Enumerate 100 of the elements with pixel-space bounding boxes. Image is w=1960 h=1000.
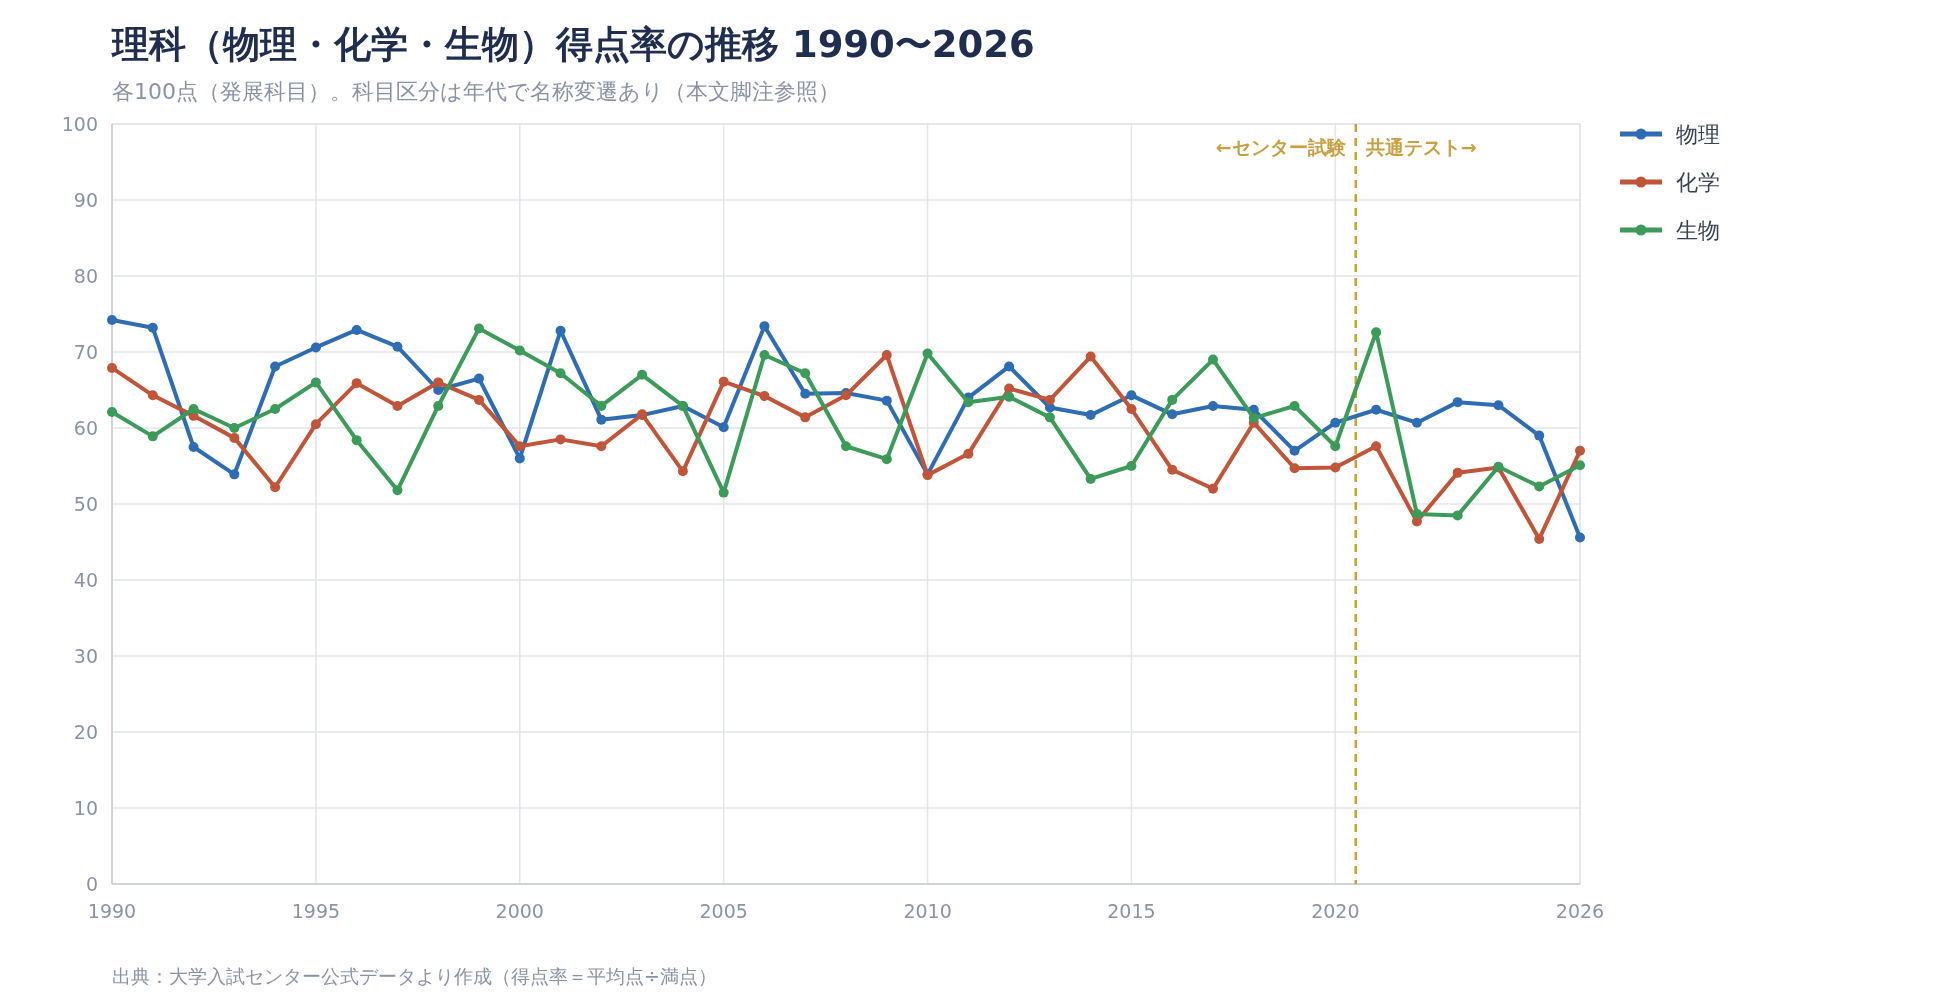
point [759, 391, 770, 402]
point [188, 442, 199, 452]
point [555, 434, 566, 445]
x-tick-label: 2000 [495, 900, 544, 922]
point [351, 324, 362, 335]
point [514, 441, 525, 452]
point [392, 400, 403, 411]
chart-title: 理科（物理・化学・生物）得点率の推移 1990〜2026 [111, 23, 1035, 66]
point [718, 422, 729, 433]
point [677, 466, 688, 477]
point [1044, 412, 1055, 423]
point [881, 454, 892, 465]
x-tick-label: 1990 [87, 900, 137, 922]
point [351, 435, 362, 446]
point [474, 373, 484, 384]
point [1044, 394, 1055, 405]
point [1575, 445, 1585, 456]
point [800, 368, 811, 379]
point [1208, 400, 1218, 411]
point [1126, 461, 1137, 471]
x-tick-label: 2015 [1107, 900, 1156, 922]
point [1167, 409, 1178, 420]
point [637, 369, 648, 380]
point [1248, 413, 1259, 424]
point [1004, 391, 1015, 402]
annotation: ←センター試験 [1215, 135, 1347, 158]
point [1330, 417, 1341, 428]
point [596, 441, 607, 452]
point [1371, 404, 1382, 415]
point [310, 419, 321, 430]
point [229, 469, 240, 480]
point [718, 376, 729, 387]
point [1534, 481, 1545, 492]
point [1534, 533, 1545, 544]
point [555, 325, 566, 336]
point [1493, 400, 1504, 411]
chart-subtitle: 各100点（発展科目）。科目区分は年代で名称変遷あり（本文脚注参照） [112, 79, 840, 104]
point [270, 361, 281, 372]
point [392, 341, 403, 352]
y-tick-label: 10 [73, 797, 98, 819]
point [963, 448, 974, 459]
point [1289, 400, 1300, 411]
point [963, 397, 974, 408]
point [514, 453, 525, 464]
y-tick-label: 90 [73, 189, 98, 211]
point [1126, 390, 1137, 401]
point [1575, 532, 1585, 543]
point [800, 388, 811, 399]
point [351, 378, 362, 389]
point [1289, 445, 1300, 456]
point [107, 315, 117, 326]
point [759, 350, 770, 361]
point [1085, 473, 1096, 484]
point [107, 362, 117, 373]
point [310, 377, 321, 388]
point [1208, 354, 1218, 365]
legend-label: 物理 [1676, 122, 1720, 147]
x-tick-label: 2005 [699, 900, 748, 922]
point [881, 350, 892, 361]
point [881, 395, 892, 406]
y-tick-label: 40 [73, 569, 98, 591]
point [1371, 441, 1382, 452]
y-tick-label: 60 [73, 417, 98, 439]
annotation: 共通テスト→ [1364, 135, 1477, 158]
point [147, 431, 158, 442]
point [1167, 394, 1178, 405]
point [1330, 441, 1341, 452]
point [107, 407, 117, 418]
point [1167, 464, 1178, 475]
y-tick-label: 80 [73, 265, 98, 287]
point [1575, 460, 1585, 471]
point [514, 345, 525, 356]
point [433, 377, 444, 388]
point [1004, 383, 1015, 394]
point [1289, 463, 1300, 474]
point [759, 321, 770, 332]
point [474, 323, 484, 334]
point [596, 400, 607, 411]
x-tick-label: 2020 [1311, 900, 1360, 922]
point [270, 404, 281, 414]
point [596, 414, 607, 425]
point [1330, 462, 1341, 473]
point [1452, 467, 1463, 478]
point [474, 394, 484, 405]
y-tick-label: 0 [85, 873, 98, 895]
point [147, 322, 158, 333]
point [310, 342, 321, 353]
point [555, 368, 566, 379]
x-tick-label: 2010 [903, 900, 952, 922]
point [1085, 351, 1096, 362]
point [229, 432, 240, 443]
x-tick-label: 2026 [1555, 900, 1605, 922]
y-tick-label: 50 [73, 493, 98, 515]
y-tick-label: 30 [73, 645, 98, 667]
point [1452, 510, 1463, 521]
point [147, 390, 158, 401]
point [841, 441, 851, 452]
legend-label: 化学 [1676, 170, 1720, 195]
point [1452, 397, 1463, 408]
point [433, 400, 444, 411]
